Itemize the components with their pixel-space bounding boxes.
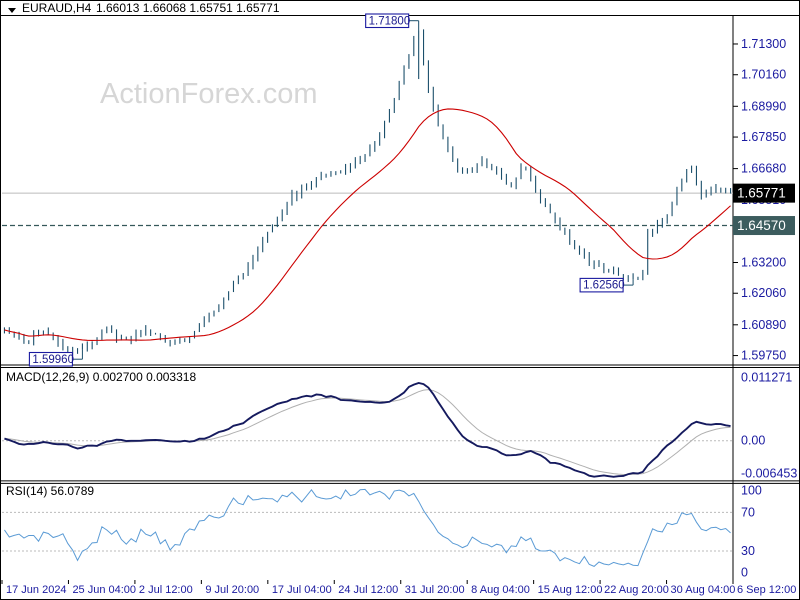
svg-text:1.62560: 1.62560 bbox=[583, 280, 625, 292]
svg-text:0.00: 0.00 bbox=[741, 434, 765, 448]
svg-text:1.66680: 1.66680 bbox=[741, 162, 786, 176]
svg-text:100: 100 bbox=[741, 483, 762, 497]
svg-text:1.66013 1.66068 1.65751 1.6577: 1.66013 1.66068 1.65751 1.65771 bbox=[96, 1, 280, 15]
svg-text:0.011271: 0.011271 bbox=[741, 371, 792, 385]
svg-text:RSI(14) 56.0789: RSI(14) 56.0789 bbox=[6, 484, 94, 498]
svg-text:1.60890: 1.60890 bbox=[741, 318, 786, 332]
svg-text:MACD(12,26,9) 0.002700 0.0: MACD(12,26,9) 0.002700 0.003318 bbox=[6, 370, 196, 384]
svg-text:1.59960: 1.59960 bbox=[32, 354, 74, 366]
svg-text:1.71800: 1.71800 bbox=[369, 15, 411, 27]
svg-text:1.70160: 1.70160 bbox=[741, 68, 786, 82]
svg-text:2 Jul 12:00: 2 Jul 12:00 bbox=[139, 584, 193, 596]
svg-text:1.68990: 1.68990 bbox=[741, 99, 786, 113]
svg-text:30: 30 bbox=[741, 544, 755, 558]
svg-text:17 Jun 2024: 17 Jun 2024 bbox=[6, 584, 67, 596]
svg-text:-0.006453: -0.006453 bbox=[741, 466, 797, 480]
svg-text:25 Jun 04:00: 25 Jun 04:00 bbox=[72, 584, 136, 596]
svg-text:17 Jul 04:00: 17 Jul 04:00 bbox=[272, 584, 332, 596]
svg-text:0: 0 bbox=[741, 566, 748, 580]
svg-text:1.62060: 1.62060 bbox=[741, 286, 786, 300]
svg-text:1.65771: 1.65771 bbox=[737, 186, 786, 201]
svg-text:1.71300: 1.71300 bbox=[741, 37, 786, 51]
svg-text:EURAUD,H4: EURAUD,H4 bbox=[22, 1, 92, 15]
svg-text:22 Aug 20:00: 22 Aug 20:00 bbox=[604, 584, 669, 596]
svg-text:8 Aug 04:00: 8 Aug 04:00 bbox=[471, 584, 530, 596]
svg-text:30 Aug 04:00: 30 Aug 04:00 bbox=[671, 584, 736, 596]
svg-text:1.63200: 1.63200 bbox=[741, 255, 786, 269]
svg-text:31 Jul 20:00: 31 Jul 20:00 bbox=[405, 584, 465, 596]
svg-text:1.67850: 1.67850 bbox=[741, 130, 786, 144]
svg-text:ActionForex.com: ActionForex.com bbox=[100, 78, 318, 110]
svg-text:15 Aug 12:00: 15 Aug 12:00 bbox=[538, 584, 603, 596]
svg-text:70: 70 bbox=[741, 505, 755, 519]
svg-text:9 Jul 20:00: 9 Jul 20:00 bbox=[205, 584, 259, 596]
svg-text:24 Jul 12:00: 24 Jul 12:00 bbox=[338, 584, 398, 596]
svg-text:1.64570: 1.64570 bbox=[737, 218, 786, 233]
svg-text:1.59750: 1.59750 bbox=[741, 349, 786, 363]
svg-text:6 Sep 12:00: 6 Sep 12:00 bbox=[737, 584, 796, 596]
